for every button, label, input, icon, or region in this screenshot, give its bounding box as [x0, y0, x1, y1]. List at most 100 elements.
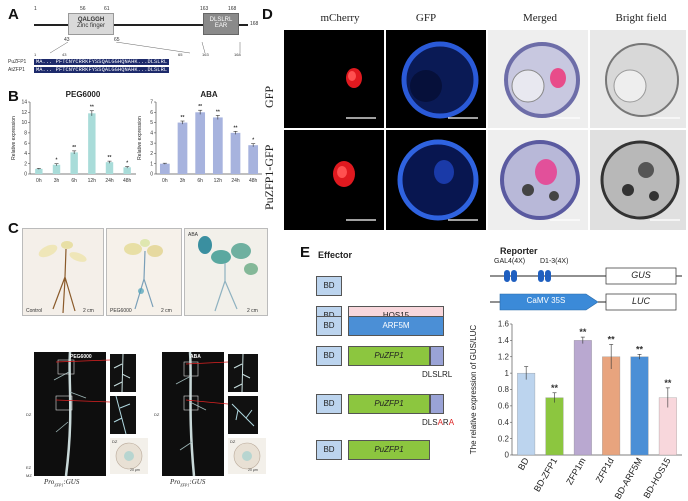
puzfp1-box: PuZFP1 [348, 440, 430, 460]
peg-zoom-photo-1 [110, 354, 136, 392]
chart-title: PEG6000 [66, 90, 101, 99]
y-tick-label: 6 [24, 141, 27, 147]
ear-box [430, 346, 444, 366]
bar [88, 113, 96, 174]
header-bright-field: Bright field [615, 12, 667, 24]
aba-seedling-photo: ABA 2 cm [184, 228, 268, 316]
y-axis-label: Relative expression [137, 116, 143, 160]
zinc-label: Zinc finger [76, 23, 105, 29]
protein-line [34, 24, 248, 26]
gfp-image-gfp [386, 30, 486, 128]
root-hair-icon [113, 396, 131, 434]
dlslrl-label: DLSLRL [422, 370, 453, 379]
nucleus-icon [333, 161, 376, 221]
significance-mark: * [56, 158, 58, 164]
panel-label-c: C [8, 220, 19, 237]
pos-61: 61 [104, 6, 110, 12]
cell-icon [605, 43, 680, 119]
y-axis-label: Relative expression [11, 116, 17, 160]
zoom-arrows [56, 359, 111, 403]
peg-seedling-photo: PEG6000 2 cm [106, 228, 182, 316]
significance-mark: ** [234, 125, 238, 131]
zinc-motif: QALGGH [77, 17, 105, 23]
cross-section-icon [233, 442, 261, 470]
dz-label: DZ [230, 439, 236, 444]
bar [159, 163, 170, 174]
bd-box: BD [316, 316, 342, 336]
reporter-diagram [490, 267, 682, 311]
x-tick-label: BD-ZFP1 [532, 456, 559, 493]
control-seedling-photo: Control 2 cm [22, 228, 104, 316]
zinc-finger-domain: QALGGH Zinc finger [68, 13, 114, 35]
scale-2cm: 2 cm [161, 308, 172, 314]
y-axis-label: The relative expression of GUS/LUC [469, 325, 478, 455]
y-tick-label: 4 [150, 131, 153, 137]
pos-168-end: 168 [250, 21, 259, 27]
bar [105, 162, 114, 174]
scale-2cm: 2 cm [83, 308, 94, 314]
cell-icon [600, 140, 680, 221]
bar [212, 117, 223, 174]
panel-label-b: B [8, 88, 19, 105]
luc-label: LUC [631, 296, 650, 306]
significance-mark: ** [216, 109, 220, 115]
aba-bar-chart: 0 1 2 3 4 5 6 7 ABA Relative expression 0h ** 3h ** 6h… [137, 90, 262, 184]
seq-residues: MA... PFTCNYCRRKFYSSQALGGHQNAHK...DLSLRL [34, 59, 170, 65]
bright-field-image-gfp [590, 30, 686, 128]
significance-mark: ** [636, 344, 644, 354]
aba-label: ABA [188, 232, 199, 238]
ear-domain: DLSLRL EAR [203, 13, 239, 35]
cell-icon [401, 41, 479, 119]
panel-label-a: A [8, 6, 19, 23]
x-tick-label: ZFP1d [594, 456, 616, 484]
y-tick-label: 1.4 [498, 336, 510, 345]
ear-motif: DLSLRL [209, 17, 233, 23]
y-tick-label: 0 [150, 172, 153, 178]
seq-num-163: 163 [202, 52, 209, 57]
header-merged: Merged [522, 12, 557, 24]
root-icon [53, 352, 87, 476]
significance-mark: ** [579, 327, 587, 337]
puzfp1-label: PuZFP1 [374, 445, 404, 454]
x-tick-label: BD [516, 456, 531, 472]
pos-65: 65 [114, 37, 120, 43]
peg-root-photo: PEG6000 [34, 352, 106, 476]
y-tick-label: 1 [505, 369, 510, 378]
y-tick-label: 0 [505, 451, 510, 460]
bar [230, 132, 241, 174]
effector-title: Effector [318, 250, 353, 260]
x-tick-label: 6h [197, 178, 203, 184]
pos-56: 56 [80, 6, 86, 12]
bar [35, 168, 43, 174]
panel-label-e: E [300, 244, 311, 261]
arf5m-label: ARF5M [382, 321, 410, 330]
x-tick-label: 48h [249, 178, 258, 184]
header-mcherry: mCherry [320, 12, 360, 24]
significance-mark: ** [551, 383, 559, 393]
alignment-row: AtZFP1 MA... PFTCNYCRRKFYSSQALGGHQNAHK..… [8, 66, 258, 74]
significance-mark: ** [608, 334, 616, 344]
seedling-icon [198, 236, 258, 312]
significance-mark: * [126, 161, 128, 167]
bar [177, 122, 188, 174]
y-tick-label: 0.2 [498, 434, 510, 443]
header-gfp: GFP [415, 12, 437, 24]
peg6000-bar-chart: 0 2 4 6 8 10 12 14 PEG6000 Relative expression 0h *… [11, 90, 136, 184]
aba-zoom-photo-1 [228, 354, 258, 392]
bd-label: BD [323, 399, 335, 408]
seq-residues: MA... PFTCNYCRRKFYSSQALGGHQNAHK...DLSLRL [34, 67, 170, 73]
gal4-label: GAL4(4X) [494, 258, 526, 265]
x-tick-label: BD-ARF5M [613, 456, 645, 501]
promoter-label-2: ProZFP1:GUS [170, 478, 206, 488]
alignment-row: PuZFP1 MA... PFTCNYCRRKFYSSQALGGHQNAHK..… [8, 58, 258, 66]
significance-mark: ** [108, 155, 112, 161]
bd-label: BD [323, 321, 335, 330]
promoter-label-1: ProZFP1:GUS [44, 478, 80, 488]
scale-20um: 20 μm [248, 468, 258, 472]
y-tick-label: 0.4 [498, 418, 510, 427]
significance-mark: * [252, 138, 254, 144]
pos-43: 43 [64, 37, 70, 43]
bd-box: BD [316, 276, 342, 296]
root-hair-icon [233, 354, 251, 392]
y-tick-label: 8 [24, 131, 27, 137]
